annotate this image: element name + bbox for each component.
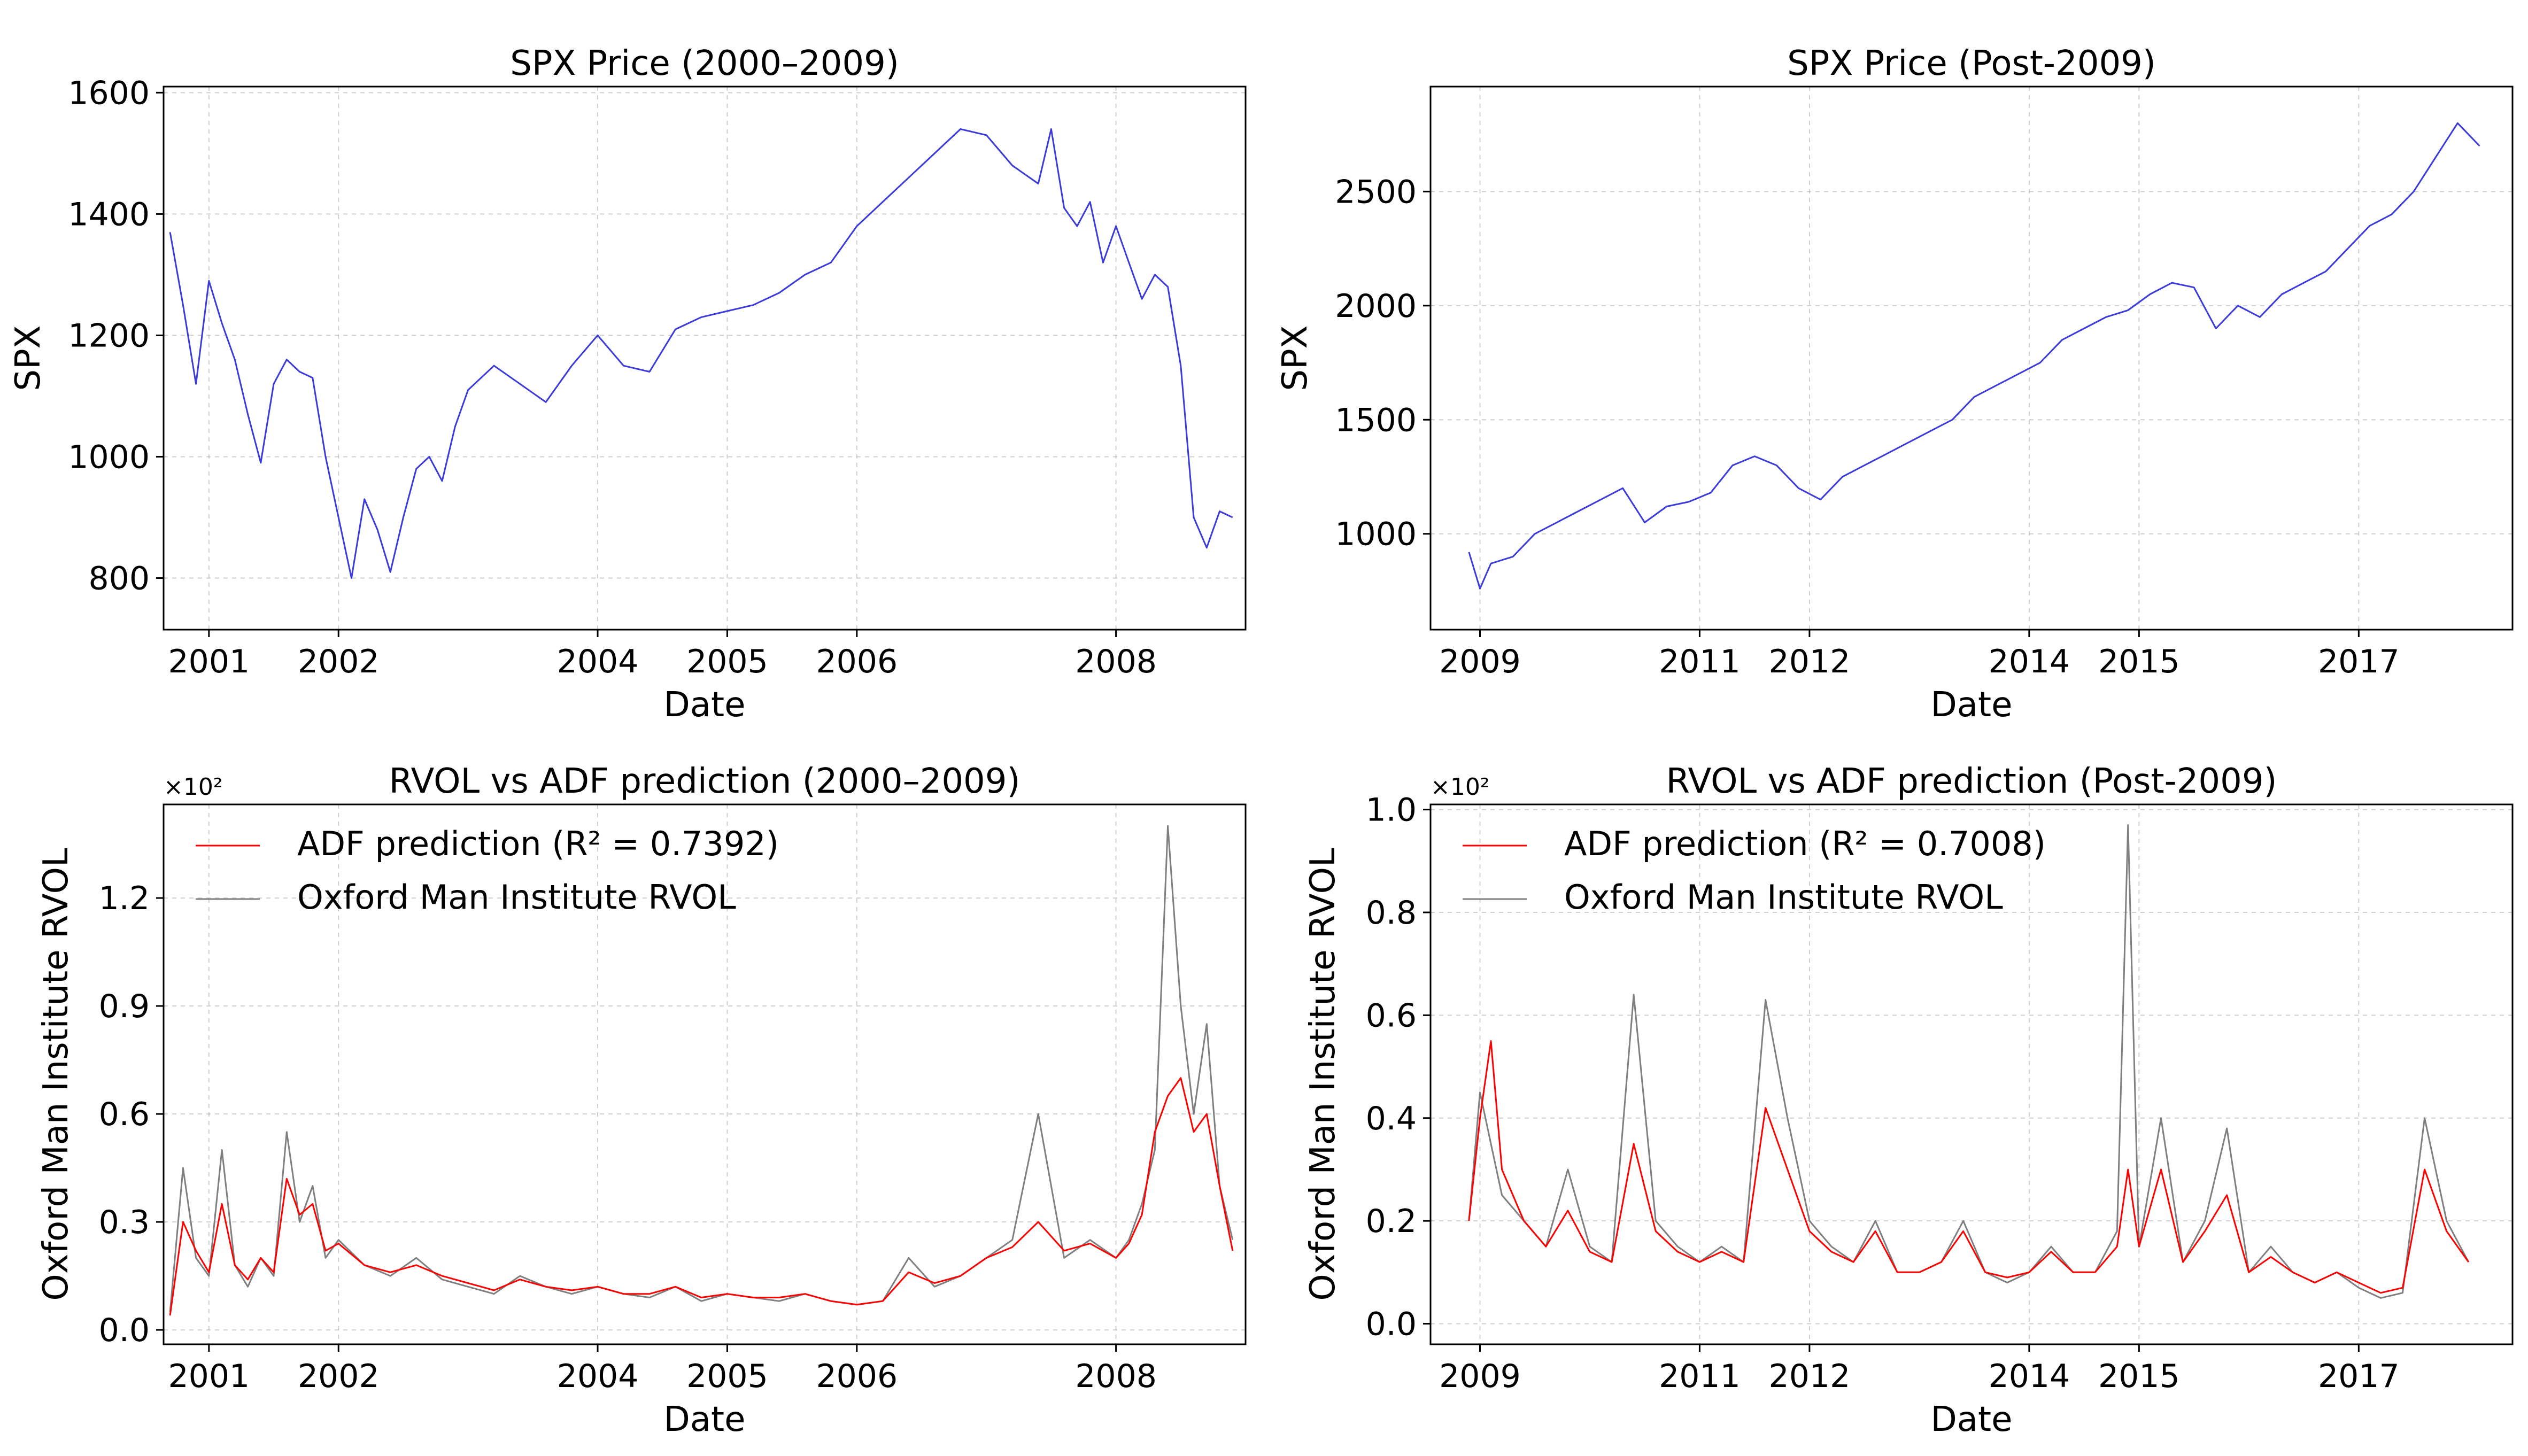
chart-spx_pre: 2001 2002 2004 2005 2006 2008 800 1000 1200 1400 1… xyxy=(9,44,1247,725)
x-tick-label: 2011 xyxy=(1659,643,1741,680)
chart-title: SPX Price (Post-2009) xyxy=(1787,44,2156,83)
chart-rvol_post: 2009 2011 2012 2014 2015 2017 0.0 0.2 0.4 0.6 0.8 1… xyxy=(1303,762,2514,1439)
x-axis-label: Date xyxy=(664,1400,746,1439)
x-tick-label: 2014 xyxy=(1989,1358,2070,1395)
y-tick-label: 1000 xyxy=(1335,516,1417,553)
legend-entry: ADF prediction (R² = 0.7392) xyxy=(297,824,779,863)
x-tick-label: 2002 xyxy=(298,643,380,680)
y-tick-label: 1500 xyxy=(1335,401,1417,439)
y-tick-label: 1.2 xyxy=(99,880,150,917)
chart-title: SPX Price (2000–2009) xyxy=(510,44,899,83)
y-tick-label: 2500 xyxy=(1335,173,1417,211)
y-tick-label: 800 xyxy=(88,560,150,598)
x-tick-label: 2011 xyxy=(1659,1358,1741,1395)
series-line-adf-prediction-r-0-7392- xyxy=(169,1077,1234,1316)
y-tick-label: 0.8 xyxy=(1366,894,1417,932)
x-tick-label: 2014 xyxy=(1989,643,2070,680)
axes-frame xyxy=(163,86,1247,631)
y-tick-label: 1000 xyxy=(68,438,150,476)
series-line-spx xyxy=(1468,122,2480,590)
axes-frame xyxy=(1429,86,2514,631)
y-tick-label: 1.0 xyxy=(1366,792,1417,829)
y-tick-label: 0.9 xyxy=(99,988,150,1025)
x-tick-label: 2005 xyxy=(686,643,768,680)
y-tick-label: 0.6 xyxy=(99,1096,150,1133)
x-tick-label: 2008 xyxy=(1075,643,1157,680)
x-tick-label: 2005 xyxy=(686,1358,768,1395)
x-tick-label: 2017 xyxy=(2318,1358,2400,1395)
x-tick-label: 2006 xyxy=(816,643,898,680)
x-tick-label: 2004 xyxy=(557,643,639,680)
x-tick-label: 2015 xyxy=(2098,1358,2180,1395)
y-tick-label: 0.0 xyxy=(1366,1306,1417,1343)
y-tick-label: 0.4 xyxy=(1366,1100,1417,1137)
x-axis-label: Date xyxy=(1931,1400,2013,1439)
chart-title: RVOL vs ADF prediction (2000–2009) xyxy=(389,762,1021,801)
x-tick-label: 2002 xyxy=(298,1358,380,1395)
x-tick-label: 2004 xyxy=(557,1358,639,1395)
y-tick-label: 0.3 xyxy=(99,1204,150,1241)
x-tick-label: 2001 xyxy=(168,643,250,680)
y-tick-label: 1200 xyxy=(68,317,150,354)
y-axis-label: Oxford Man Institute RVOL xyxy=(1303,848,1343,1301)
series-line-spx xyxy=(169,128,1233,579)
x-tick-label: 2001 xyxy=(168,1358,250,1395)
x-tick-label: 2017 xyxy=(2318,643,2400,680)
x-tick-label: 2012 xyxy=(1769,1358,1851,1395)
legend-entry: Oxford Man Institute RVOL xyxy=(297,878,736,917)
chart-spx_post: 2009 2011 2012 2014 2015 2017 1000 1500 2000 2500… xyxy=(1275,44,2514,725)
axis-offset-text: ×10² xyxy=(164,773,223,801)
x-tick-label: 2006 xyxy=(816,1358,898,1395)
legend-entry: Oxford Man Institute RVOL xyxy=(1564,878,2003,917)
y-tick-label: 0.0 xyxy=(99,1312,150,1349)
y-axis-label: SPX xyxy=(1275,325,1315,391)
axes-frame xyxy=(163,803,1247,1345)
x-tick-label: 2008 xyxy=(1075,1358,1157,1395)
axis-offset-text: ×10² xyxy=(1431,773,1490,801)
x-axis-label: Date xyxy=(1931,685,2013,725)
chart-title: RVOL vs ADF prediction (Post-2009) xyxy=(1666,762,2277,801)
y-tick-label: 1400 xyxy=(68,196,150,233)
y-tick-label: 2000 xyxy=(1335,288,1417,325)
x-tick-label: 2015 xyxy=(2098,643,2180,680)
series-line-adf-prediction-r-0-7008- xyxy=(1468,1040,2470,1294)
y-tick-label: 1600 xyxy=(68,74,150,112)
chart-rvol_pre: 2001 2002 2004 2005 2006 2008 0.0 0.3 0.6 0.9 1.2 R… xyxy=(36,762,1247,1439)
y-axis-label: Oxford Man Institute RVOL xyxy=(36,848,76,1301)
y-tick-label: 0.6 xyxy=(1366,997,1417,1034)
x-tick-label: 2009 xyxy=(1439,643,1521,680)
x-tick-label: 2009 xyxy=(1439,1358,1521,1395)
y-axis-label: SPX xyxy=(9,325,48,391)
axes-frame xyxy=(1429,803,2514,1345)
x-axis-label: Date xyxy=(664,685,746,725)
y-tick-label: 0.2 xyxy=(1366,1203,1417,1240)
x-tick-label: 2012 xyxy=(1769,643,1851,680)
legend-entry: ADF prediction (R² = 0.7008) xyxy=(1564,824,2046,863)
